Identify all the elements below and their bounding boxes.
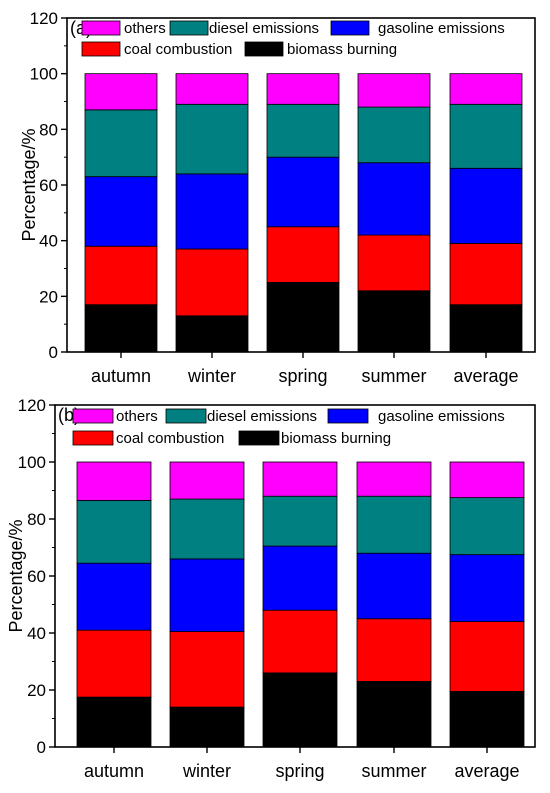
bar-segment-biomass-burning-summer — [356, 681, 432, 748]
bar-segment-biomass-burning-summer — [357, 290, 431, 353]
bar-segment-others-spring — [262, 461, 338, 497]
bar-segment-diesel-emissions-spring — [266, 103, 340, 158]
bar-segment-others-autumn — [84, 73, 158, 111]
bar-segment-others-summer — [357, 73, 431, 108]
bar-segment-biomass-burning-winter — [175, 315, 249, 353]
bar-segment-biomass-burning-average — [449, 304, 523, 353]
panel-0: autumn winter spring summer average 0 20 40 60 80… — [19, 9, 536, 386]
y-tick-label: 80 — [39, 120, 58, 139]
y-tick-label: 80 — [27, 510, 46, 529]
legend-swatch — [72, 430, 114, 446]
bar-segment-diesel-emissions-average — [449, 103, 523, 169]
bar-segment-coal-combustion-spring — [266, 226, 340, 283]
bar-segment-diesel-emissions-autumn — [76, 500, 152, 564]
x-tick-label: winter — [187, 366, 236, 386]
panel-1: autumn winter spring summer average 0 20 40 60 80… — [6, 396, 536, 781]
legend-label: others — [124, 20, 166, 37]
bar-segment-gasoline-emissions-autumn — [84, 176, 158, 247]
x-tick-label: autumn — [91, 366, 151, 386]
legend-swatch — [238, 430, 280, 446]
bar-segment-gasoline-emissions-summer — [356, 552, 432, 620]
bar-segment-diesel-emissions-average — [449, 497, 525, 556]
bar-segment-diesel-emissions-summer — [357, 106, 431, 164]
y-tick-label: 0 — [37, 738, 46, 757]
bar-segment-gasoline-emissions-average — [449, 167, 523, 244]
bar-segment-gasoline-emissions-average — [449, 554, 525, 622]
y-tick-label: 60 — [39, 176, 58, 195]
bar-segment-others-autumn — [76, 461, 152, 501]
bar-segment-others-summer — [356, 461, 432, 497]
bar-segment-biomass-burning-autumn — [76, 696, 152, 748]
legend-swatch — [169, 20, 209, 36]
y-tick-label: 100 — [30, 65, 58, 84]
bar-segment-gasoline-emissions-autumn — [76, 562, 152, 631]
legend-label: coal combustion — [124, 41, 232, 58]
x-tick-label: average — [453, 366, 518, 386]
bar-segment-biomass-burning-autumn — [84, 304, 158, 353]
legend-swatch — [165, 408, 207, 424]
bar-segment-biomass-burning-average — [449, 691, 525, 748]
bar-segment-others-winter — [169, 461, 245, 500]
bar-segment-diesel-emissions-autumn — [84, 109, 158, 178]
y-tick-label: 20 — [39, 287, 58, 306]
legend-label: gasoline emissions — [378, 20, 505, 37]
bar-segment-gasoline-emissions-spring — [266, 156, 340, 228]
bar-segment-gasoline-emissions-winter — [175, 173, 249, 250]
bar-segment-gasoline-emissions-summer — [357, 162, 431, 236]
x-tick-label: winter — [182, 761, 231, 781]
bar-segment-gasoline-emissions-winter — [169, 558, 245, 632]
x-tick-label: spring — [278, 366, 327, 386]
y-tick-label: 40 — [39, 232, 58, 251]
bar-segment-coal-combustion-summer — [357, 234, 431, 292]
bar-segment-others-average — [449, 73, 523, 105]
x-tick-label: average — [454, 761, 519, 781]
bar-segment-coal-combustion-average — [449, 621, 525, 692]
bar-segment-biomass-burning-winter — [169, 706, 245, 748]
bar-segment-gasoline-emissions-spring — [262, 545, 338, 611]
y-tick-label: 100 — [18, 453, 46, 472]
bar-segment-coal-combustion-winter — [169, 631, 245, 708]
legend-label: others — [116, 408, 158, 425]
bar-segment-coal-combustion-winter — [175, 248, 249, 317]
legend-label: biomass burning — [281, 430, 391, 447]
legend-label: diesel emissions — [207, 408, 317, 425]
bar-segment-diesel-emissions-winter — [169, 498, 245, 560]
legend-swatch — [330, 20, 370, 36]
bar-segment-others-spring — [266, 73, 340, 105]
bar-segment-others-winter — [175, 73, 249, 105]
bar-segment-coal-combustion-spring — [262, 609, 338, 674]
legend-label: biomass burning — [287, 41, 397, 58]
legend-label: gasoline emissions — [378, 408, 505, 425]
bar-segment-diesel-emissions-summer — [356, 495, 432, 554]
bar-segment-biomass-burning-spring — [266, 282, 340, 353]
legend-swatch — [72, 408, 114, 424]
legend-swatch — [81, 20, 121, 36]
x-tick-label: autumn — [84, 761, 144, 781]
legend-swatch — [244, 41, 284, 57]
bar-segment-others-average — [449, 461, 525, 499]
y-tick-label: 20 — [27, 681, 46, 700]
bar-segment-biomass-burning-spring — [262, 672, 338, 748]
y-tick-label: 40 — [27, 624, 46, 643]
legend-swatch — [327, 408, 369, 424]
y-tick-label: 60 — [27, 567, 46, 586]
legend-label: diesel emissions — [209, 20, 319, 37]
x-tick-label: summer — [361, 761, 426, 781]
y-tick-label: 120 — [30, 9, 58, 28]
x-tick-label: spring — [275, 761, 324, 781]
legend-label: coal combustion — [116, 430, 224, 447]
bar-segment-diesel-emissions-spring — [262, 495, 338, 547]
bar-segment-coal-combustion-average — [449, 243, 523, 306]
y-tick-label: 0 — [49, 343, 58, 362]
x-tick-label: summer — [361, 366, 426, 386]
bar-segment-coal-combustion-summer — [356, 618, 432, 682]
bar-segment-diesel-emissions-winter — [175, 103, 249, 175]
y-tick-label: 120 — [18, 396, 46, 415]
y-axis-label: Percentage/% — [6, 519, 26, 632]
bar-segment-coal-combustion-autumn — [76, 629, 152, 698]
bar-segment-coal-combustion-autumn — [84, 245, 158, 306]
y-axis-label: Percentage/% — [19, 128, 39, 241]
legend-swatch — [81, 41, 121, 57]
